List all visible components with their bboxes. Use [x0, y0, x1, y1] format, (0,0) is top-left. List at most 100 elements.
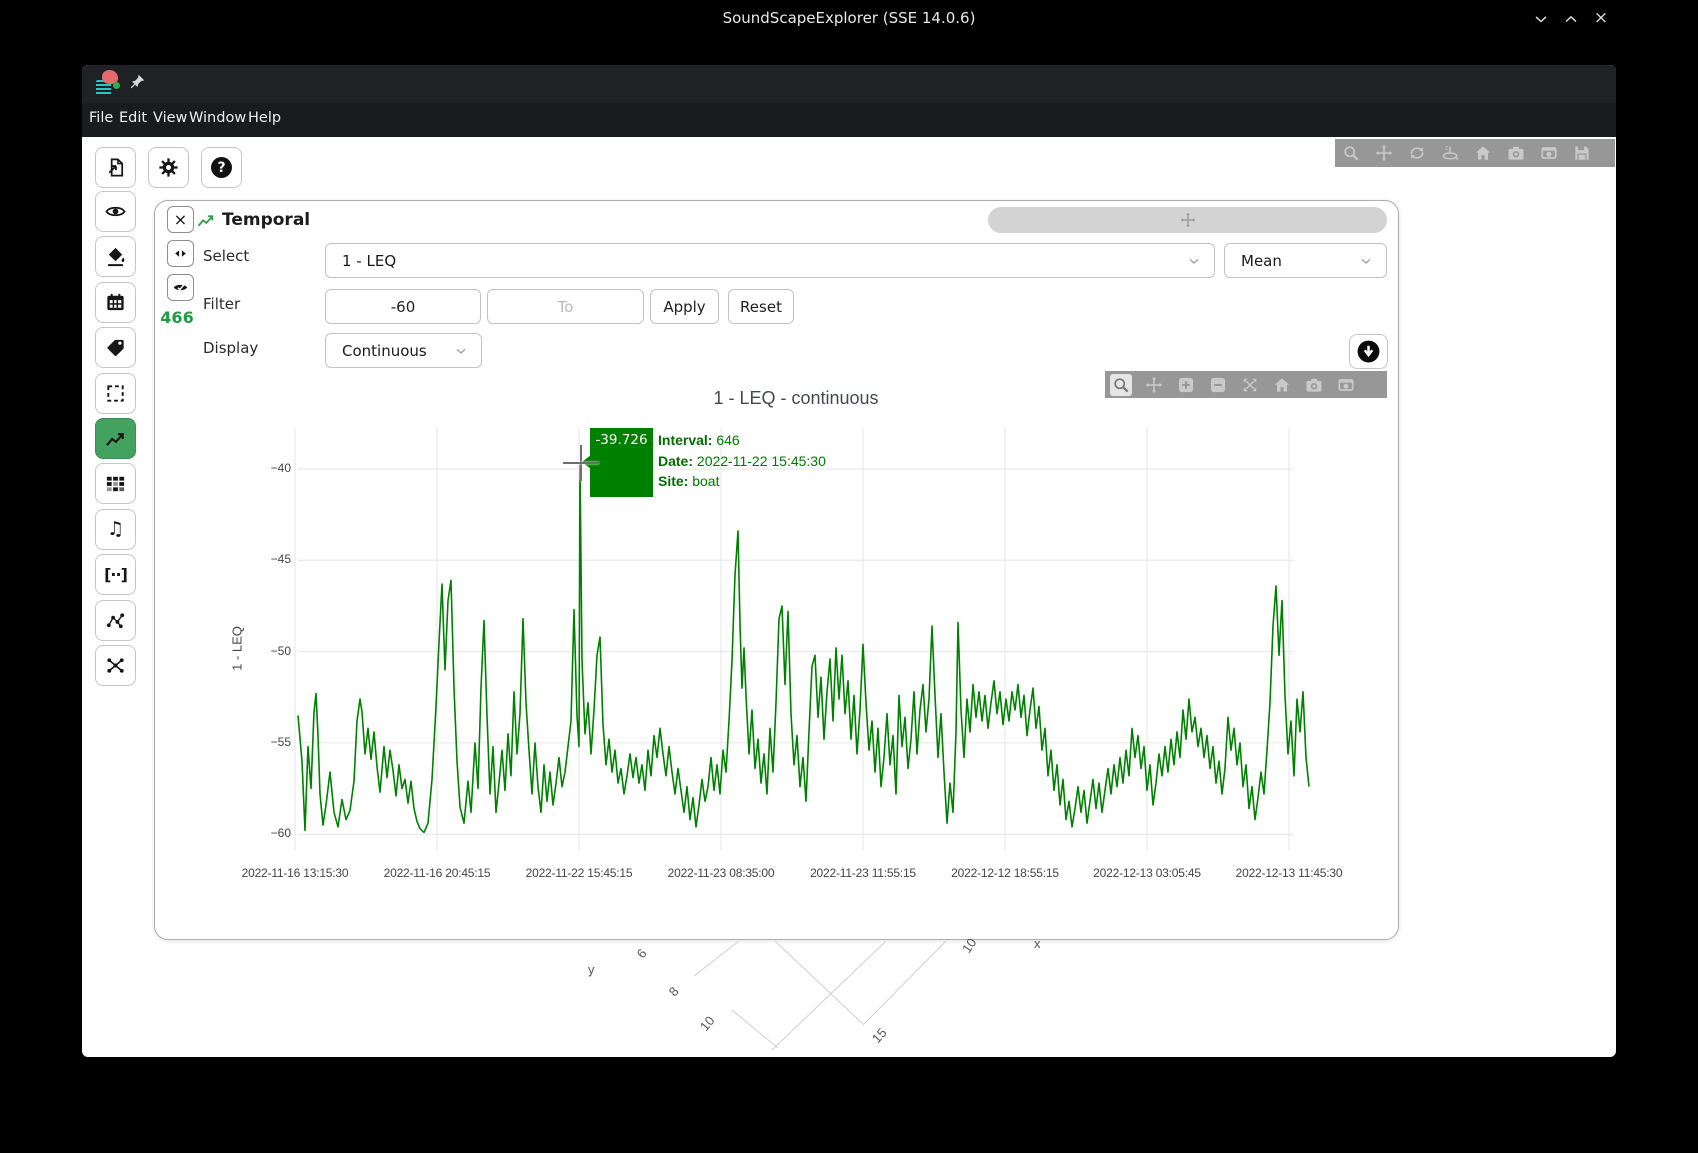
panel-close-button[interactable]: ×: [167, 206, 194, 233]
y-tick-label: −60: [270, 826, 291, 841]
temporal-chart-icon: [196, 210, 216, 230]
modebar-camera-button[interactable]: [1506, 143, 1526, 163]
sidebar-audio-button[interactable]: ♫: [95, 508, 136, 550]
camera-frame-icon: [1338, 378, 1354, 391]
music-icon: ♫: [106, 517, 125, 540]
filter-label: Filter: [203, 295, 241, 313]
app-icon-grid: [96, 80, 111, 96]
crossing-icon: [107, 658, 124, 673]
modebar-magnifier-button[interactable]: [1110, 373, 1132, 396]
home-icon: [1274, 377, 1290, 392]
modebar-orbit-button[interactable]: [1407, 143, 1427, 163]
sidebar-scatter-button[interactable]: [95, 599, 136, 641]
camera-icon: [1306, 378, 1322, 392]
camera-icon: [1508, 146, 1524, 160]
minimize-button[interactable]: [1531, 9, 1551, 29]
home-icon: [1475, 146, 1491, 160]
panel-title: Temporal: [222, 210, 311, 230]
panel-split-button[interactable]: [167, 240, 194, 267]
modebar-camera-button[interactable]: [1304, 375, 1324, 395]
zaxis-icon: z: [1442, 145, 1459, 161]
download-button[interactable]: [1349, 334, 1388, 369]
x-tick-label: 2022-11-23 08:35:00: [667, 866, 775, 880]
import-button[interactable]: [95, 147, 136, 188]
menu-view[interactable]: View: [153, 110, 188, 126]
crosshair-cursor: [563, 462, 599, 464]
download-icon: [1357, 340, 1380, 363]
modebar-camera-frame-button[interactable]: [1539, 143, 1559, 163]
aggregate-select-value: Mean: [1241, 251, 1282, 270]
y-tick-label: −55: [270, 734, 291, 749]
x-tick-label: 2022-12-13 03:05:45: [1093, 866, 1201, 880]
sidebar-heatmap-button[interactable]: [95, 463, 136, 505]
eye-icon: [105, 206, 126, 217]
app-icon: [96, 70, 122, 98]
modebar-floppy-button[interactable]: [1572, 143, 1592, 163]
autoscale-icon: [1243, 378, 1257, 391]
menu-edit[interactable]: Edit: [119, 110, 148, 126]
x-tick-label: 2022-12-13 11:45:30: [1235, 866, 1343, 880]
tooltip-date: Date: 2022-11-22 15:45:30: [658, 452, 826, 469]
modebar-zaxis-button[interactable]: z: [1440, 143, 1460, 163]
chevdown-icon: [1189, 258, 1199, 264]
tooltip-interval: Interval: 646: [658, 432, 740, 448]
sidebar-intervals-button[interactable]: [··]: [95, 554, 136, 596]
help-button[interactable]: ?: [201, 147, 242, 188]
aggregate-select[interactable]: Mean: [1224, 243, 1387, 278]
modebar-autoscale-button[interactable]: [1240, 375, 1260, 395]
pan-icon: [1375, 144, 1393, 162]
title-bar[interactable]: [82, 65, 1616, 103]
display-select[interactable]: Continuous: [325, 333, 482, 368]
sidebar-view-button[interactable]: [95, 191, 136, 232]
menu-window[interactable]: Window: [189, 110, 247, 126]
chevron-down-icon: [453, 343, 469, 359]
chevdown-icon: [1361, 258, 1371, 264]
tooltip-value: -39.726: [595, 432, 648, 448]
apply-button[interactable]: Apply: [650, 289, 719, 324]
menu-file[interactable]: File: [89, 110, 114, 126]
filter-from-input[interactable]: [325, 289, 481, 324]
sidebar-color-fill-button[interactable]: [95, 236, 136, 278]
pin-icon[interactable]: [128, 72, 147, 91]
indicator-select[interactable]: 1 - LEQ: [325, 243, 1215, 278]
pan-icon: [1145, 376, 1163, 393]
selection-icon: [107, 384, 124, 402]
modebar-pan-button[interactable]: [1374, 143, 1394, 163]
chart-icon: [197, 215, 214, 227]
modebar-pan-button[interactable]: [1144, 375, 1164, 395]
menu-help[interactable]: Help: [248, 110, 282, 126]
zoom-in-icon: [1178, 377, 1194, 392]
sidebar-tag-button[interactable]: [95, 327, 136, 369]
modebar-zoom-in-button[interactable]: [1176, 375, 1196, 395]
tooltip-details: Interval: 646 Date: 2022-11-22 15:45:30 …: [658, 430, 918, 492]
pin-icon: [130, 74, 145, 89]
bg-3d-axis-label: y: [588, 962, 595, 977]
panel-visibility-button[interactable]: [167, 274, 194, 301]
modebar-camera-frame-button[interactable]: [1336, 375, 1356, 395]
x-tick-label: 2022-11-22 15:45:15: [525, 866, 633, 880]
maximize-button[interactable]: [1561, 9, 1581, 29]
sidebar-temporal-chart-button[interactable]: [95, 418, 136, 459]
chevron-down-icon: [1186, 253, 1202, 269]
settings-button[interactable]: [148, 147, 189, 188]
indicator-select-value: 1 - LEQ: [342, 251, 397, 270]
modebar-zoom-out-button[interactable]: [1208, 375, 1228, 395]
window-title: SoundScapeExplorer (SSE 14.0.6): [722, 9, 976, 27]
panel-drag-handle[interactable]: [988, 207, 1387, 233]
modebar-home-button[interactable]: [1473, 143, 1493, 163]
modebar-magnifier-button[interactable]: [1341, 143, 1361, 163]
x-tick-label: 2022-11-16 13:15:30: [241, 866, 349, 880]
x-tick-label: 2022-11-23 11:55:15: [810, 866, 916, 880]
chevron-down-icon: [1358, 253, 1374, 269]
gear-icon: [159, 158, 178, 177]
menu-bar: File Edit View Window Help: [82, 103, 1616, 137]
filter-to-input[interactable]: [487, 289, 644, 324]
camera-frame-icon: [1541, 147, 1557, 159]
window-close-button[interactable]: ×: [1593, 8, 1609, 28]
reset-button[interactable]: Reset: [728, 289, 794, 324]
modebar-home-button[interactable]: [1272, 375, 1292, 395]
tag-icon: [107, 340, 124, 357]
sidebar-calendar-button[interactable]: [95, 281, 136, 323]
sidebar-selection-button[interactable]: [95, 372, 136, 414]
sidebar-pairing-button[interactable]: [95, 645, 136, 686]
